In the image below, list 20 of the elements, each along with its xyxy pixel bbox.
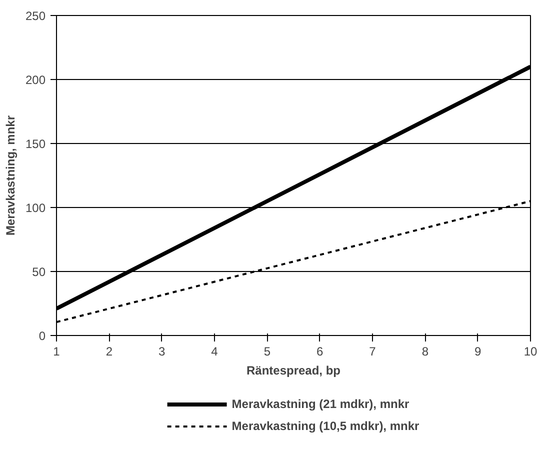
x-tick-label: 9	[474, 344, 482, 358]
x-tick-label: 7	[369, 344, 376, 358]
x-tick-label: 1	[53, 344, 60, 358]
x-tick-label: 10	[524, 344, 538, 358]
x-tick-label: 8	[422, 344, 429, 358]
x-tick-label: 5	[264, 344, 271, 358]
x-tick-label: 4	[211, 344, 218, 358]
y-tick-label: 100	[25, 201, 46, 215]
y-tick-label: 0	[38, 329, 46, 343]
legend-label: Meravkastning (21 mdkr), mnkr	[232, 397, 410, 411]
y-axis-title: Meravkastning, mnkr	[3, 115, 18, 236]
x-tick-label: 3	[158, 344, 166, 358]
y-tick-label: 200	[25, 73, 46, 87]
y-tick-label: 50	[32, 265, 46, 279]
x-tick-label: 6	[316, 344, 324, 358]
y-tick-label: 150	[25, 137, 46, 151]
x-axis-title: Räntespread, bp	[246, 364, 341, 378]
y-tick-label: 250	[25, 9, 46, 23]
legend-label: Meravkastning (10,5 mdkr), mnkr	[232, 419, 420, 433]
x-tick-label: 2	[106, 344, 113, 358]
